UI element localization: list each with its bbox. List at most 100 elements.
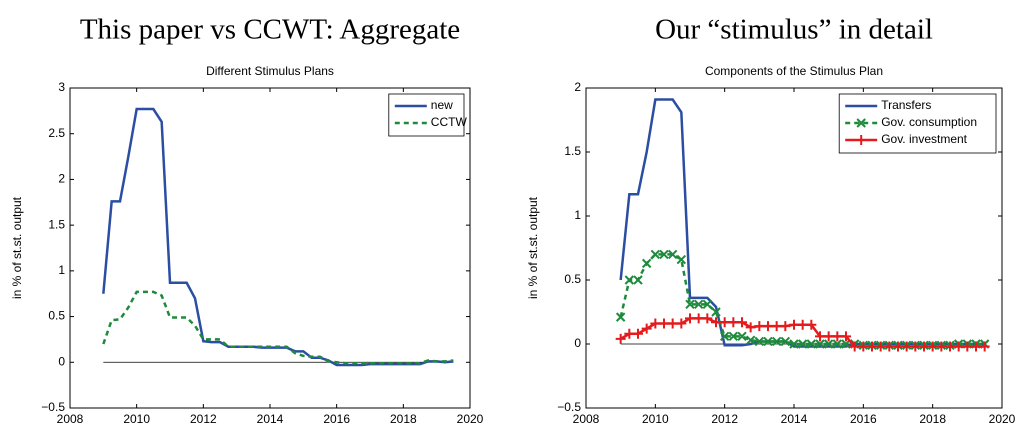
marker [745, 322, 756, 333]
panel-heading: This paper vs CCWT: Aggregate [80, 14, 460, 46]
panel-subtitle: Different Stimulus Plans [206, 64, 334, 78]
marker [659, 249, 669, 260]
marker [719, 317, 730, 328]
y-tick-label: −0.5 [557, 400, 581, 414]
marker [849, 341, 860, 352]
marker [719, 331, 730, 342]
y-tick-label: 0 [574, 336, 581, 350]
panel-heading: Our “stimulus” in detail [655, 14, 933, 46]
marker [702, 313, 713, 324]
marker [754, 321, 765, 332]
x-tick-label: 2018 [919, 412, 946, 426]
x-tick-label: 2012 [190, 412, 217, 426]
y-tick-label: 0 [58, 354, 65, 368]
series-line [102, 290, 454, 365]
marker [693, 299, 704, 310]
marker [641, 323, 652, 334]
marker [667, 318, 678, 329]
marker [685, 299, 695, 310]
series-line [102, 107, 454, 367]
marker [633, 328, 643, 339]
legend-box [388, 93, 465, 137]
plot-frame [585, 87, 1003, 409]
legend-label: Gov. consumption [881, 115, 977, 129]
marker [771, 321, 782, 332]
marker [806, 339, 817, 349]
marker [676, 254, 687, 265]
marker [797, 319, 808, 330]
marker [927, 341, 938, 352]
marker [745, 335, 756, 345]
marker [633, 275, 643, 285]
x-tick-label: 2014 [257, 412, 284, 426]
y-tick-label: 2 [574, 80, 581, 94]
marker [711, 317, 721, 328]
marker [945, 341, 955, 352]
marker [711, 307, 721, 317]
marker [659, 318, 669, 329]
x-tick-label: 2010 [642, 412, 669, 426]
marker [685, 313, 695, 324]
y-tick-label: 3 [58, 80, 65, 94]
marker [702, 299, 713, 310]
x-tick-label: 2014 [781, 412, 808, 426]
y-axis-label: in % of st.st. output [526, 196, 540, 299]
chart-panel: This paper vs CCWT: Aggregate Different S… [10, 14, 483, 427]
x-tick-label: 2016 [323, 412, 350, 426]
x-tick-label: 2012 [711, 412, 738, 426]
marker [815, 339, 825, 349]
y-tick-label: −0.5 [41, 400, 65, 414]
marker [919, 341, 929, 352]
marker [771, 336, 782, 347]
x-tick-label: 2016 [850, 412, 877, 426]
legend-label: new [431, 98, 453, 112]
y-tick-label: 1.5 [564, 144, 581, 158]
x-tick-label: 2010 [123, 412, 150, 426]
marker [901, 341, 912, 352]
legend-marker [856, 118, 866, 128]
marker [615, 312, 626, 322]
marker [763, 336, 773, 347]
marker [754, 336, 765, 347]
chart-panel: Our “stimulus” in detail Components of th… [526, 14, 1015, 427]
marker [780, 321, 791, 332]
marker [867, 341, 877, 352]
marker [875, 341, 886, 352]
legend-label: CCTW [431, 115, 468, 129]
x-tick-label: 2008 [57, 412, 84, 426]
y-tick-label: 0.5 [48, 309, 65, 323]
marker [832, 331, 843, 342]
x-tick-label: 2018 [390, 412, 417, 426]
y-tick-label: 2 [58, 172, 65, 186]
series-line [619, 253, 985, 347]
marker [624, 328, 635, 339]
x-tick-label: 2008 [573, 412, 600, 426]
y-tick-label: 1 [574, 208, 581, 222]
marker [884, 341, 895, 352]
marker [763, 321, 773, 332]
marker [962, 341, 973, 352]
marker [737, 331, 747, 342]
marker [780, 336, 791, 347]
x-tick-label: 2020 [457, 412, 484, 426]
marker [650, 318, 661, 329]
marker [823, 331, 834, 342]
marker [910, 341, 921, 352]
plot-frame [69, 87, 471, 409]
marker [823, 339, 834, 349]
marker [832, 339, 843, 349]
y-tick-label: 2.5 [48, 126, 65, 140]
marker [841, 331, 851, 342]
marker [797, 339, 808, 349]
marker [641, 258, 652, 269]
y-tick-label: 1 [58, 263, 65, 277]
marker [737, 317, 747, 328]
x-tick-label: 2020 [989, 412, 1016, 426]
marker [676, 318, 687, 329]
legend-marker [856, 135, 867, 145]
marker [728, 331, 739, 342]
marker [667, 249, 678, 260]
marker [936, 341, 947, 352]
y-axis-label: in % of st.st. output [10, 196, 24, 299]
